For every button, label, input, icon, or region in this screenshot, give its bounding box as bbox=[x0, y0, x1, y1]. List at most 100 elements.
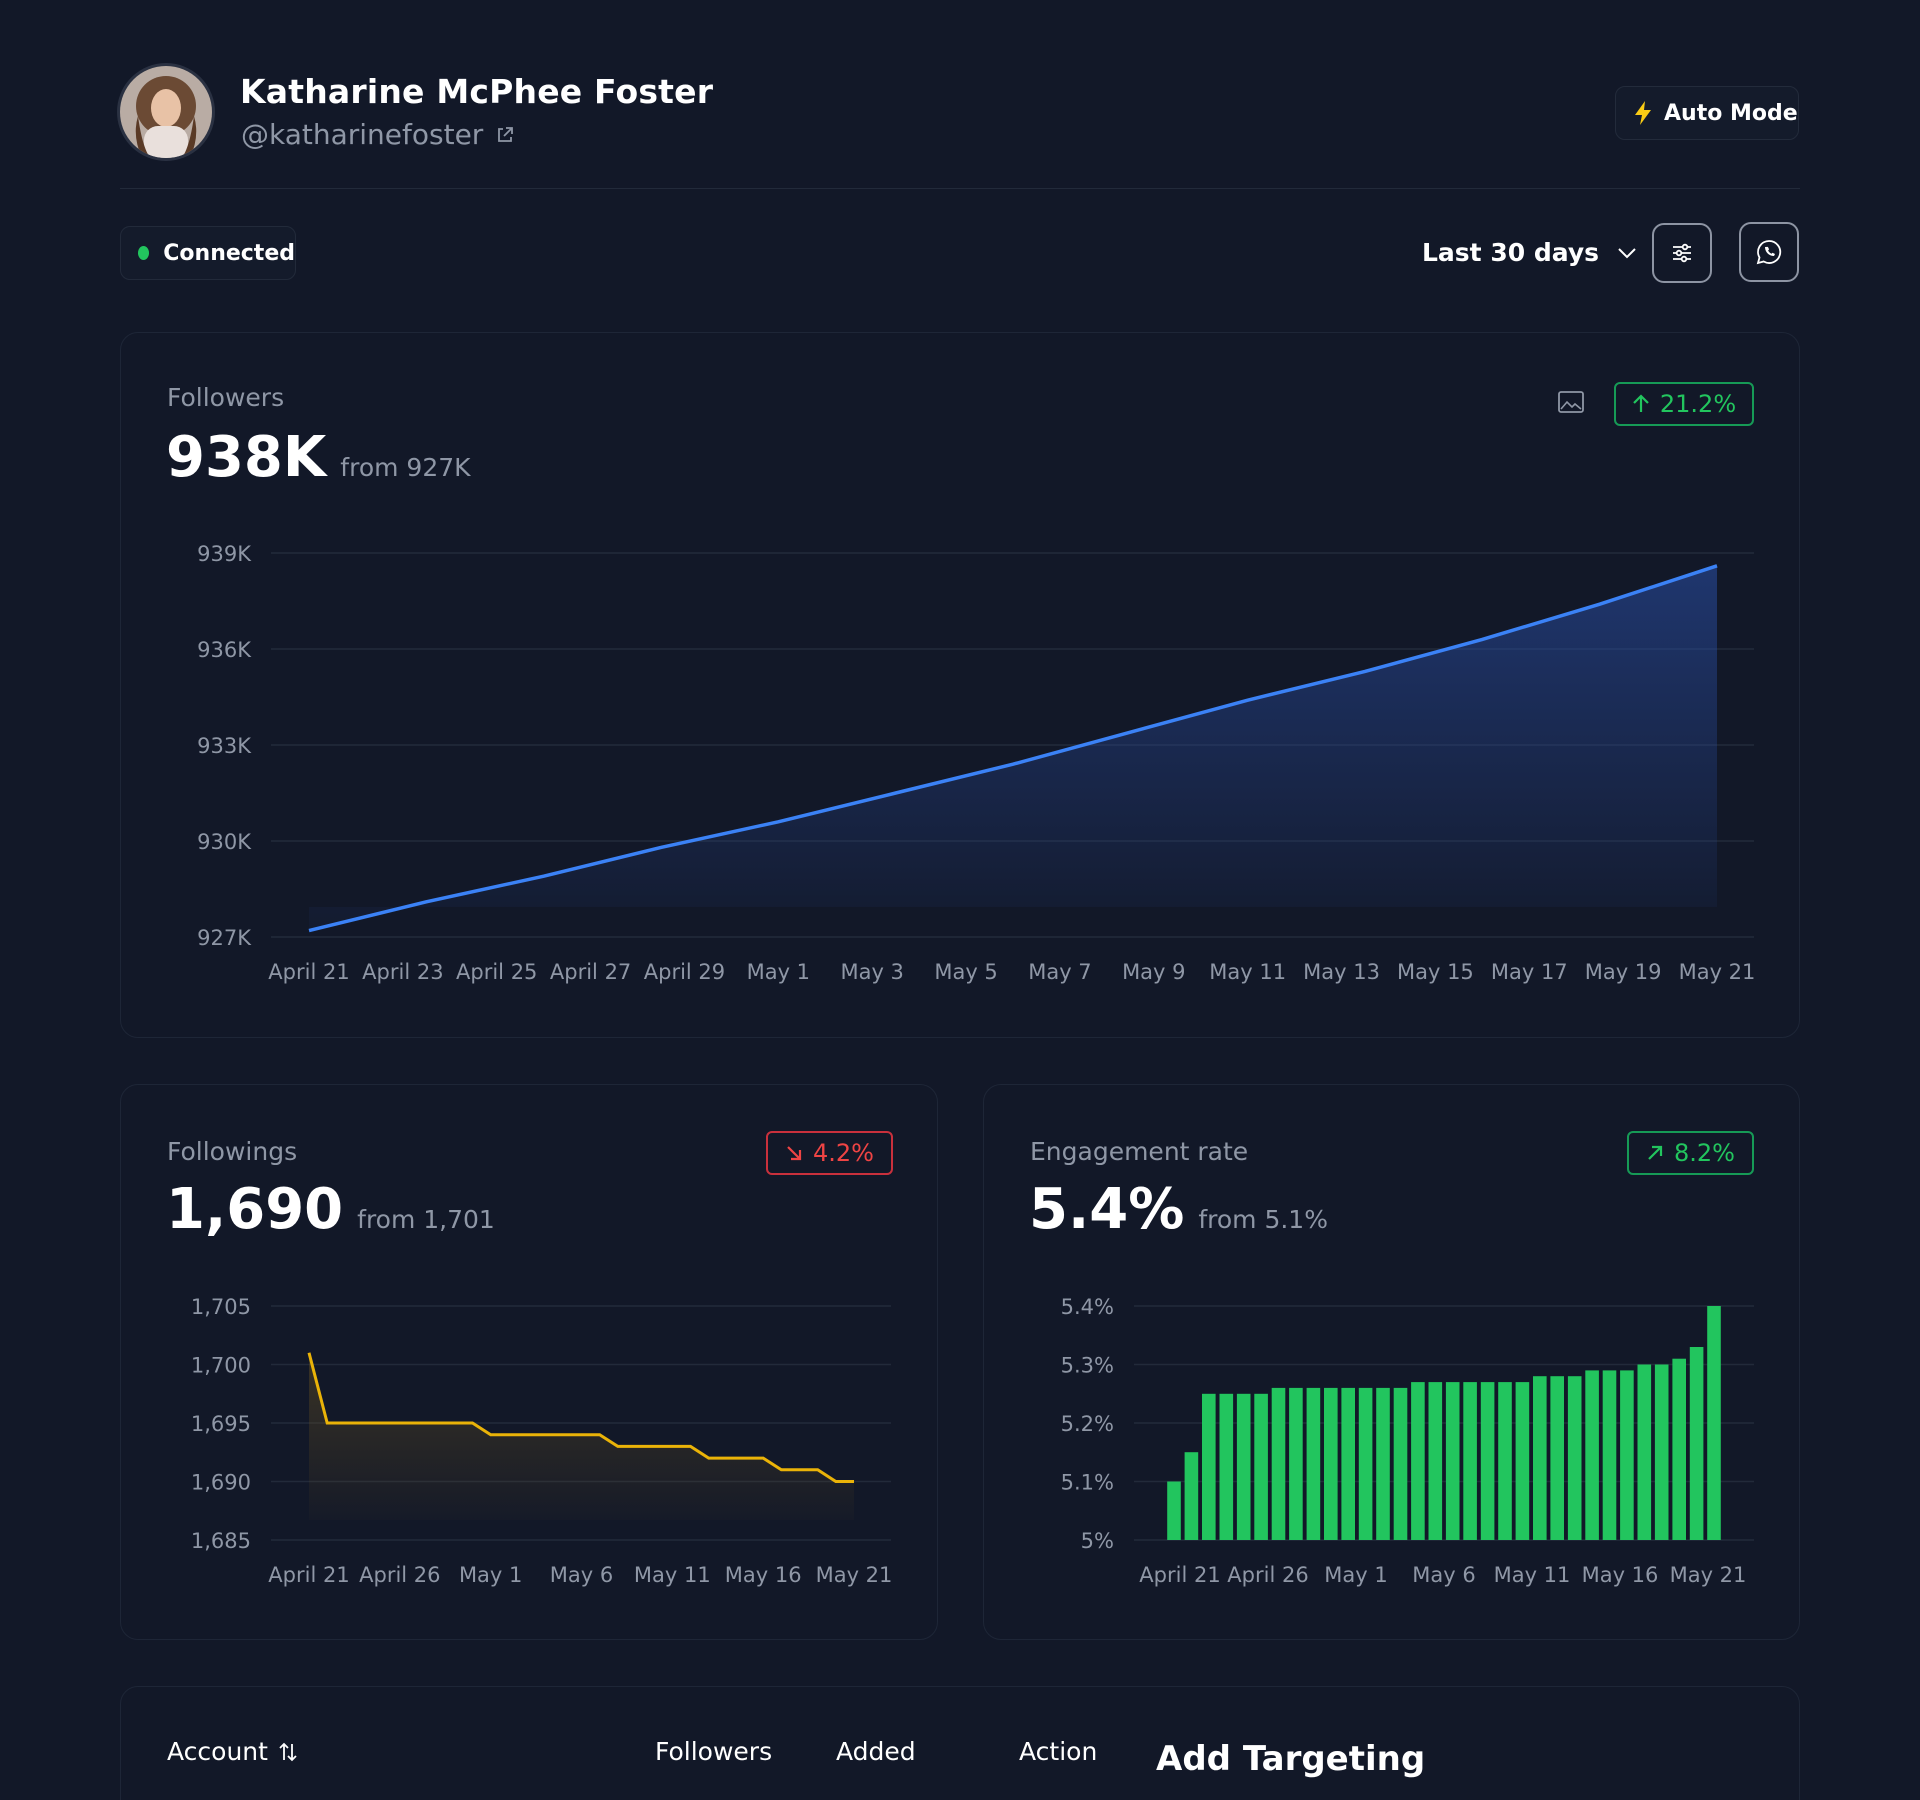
profile-handle[interactable]: @katharinefoster bbox=[241, 118, 514, 151]
column-action[interactable]: Action bbox=[1019, 1737, 1098, 1766]
followers-chart: 939K 936K 933K 930K 927K April 21 April 23 Apri… bbox=[197, 542, 1756, 984]
engagement-bar bbox=[1550, 1376, 1564, 1540]
column-followers[interactable]: Followers bbox=[655, 1737, 773, 1766]
followers-change-value: 21.2% bbox=[1659, 390, 1737, 418]
followers-card: Followers 938K from 927K 21.2% 939K 936K 9… bbox=[120, 332, 1800, 1038]
column-account[interactable]: Account bbox=[167, 1737, 298, 1766]
engagement-bar bbox=[1637, 1364, 1652, 1540]
x-tick-label: April 21 bbox=[268, 960, 349, 984]
x-tick-label: May 13 bbox=[1303, 960, 1380, 984]
followings-change-badge: 4.2% bbox=[766, 1131, 893, 1175]
followings-label: Followings bbox=[167, 1137, 298, 1166]
y-tick-label: 930K bbox=[197, 830, 252, 854]
engagement-bar bbox=[1184, 1452, 1199, 1540]
x-tick-label: May 21 bbox=[1679, 960, 1756, 984]
x-tick-label: April 26 bbox=[359, 1563, 440, 1587]
y-tick-label: 5.1% bbox=[1061, 1471, 1114, 1495]
x-tick-label: May 19 bbox=[1585, 960, 1662, 984]
x-tick-label: May 6 bbox=[1412, 1563, 1475, 1587]
x-tick-label: April 26 bbox=[1227, 1563, 1308, 1587]
engagement-bar bbox=[1654, 1364, 1669, 1540]
whatsapp-button[interactable] bbox=[1739, 222, 1799, 282]
x-tick-label: May 3 bbox=[840, 960, 903, 984]
date-range-select[interactable]: Last 30 days bbox=[1422, 238, 1637, 267]
x-tick-label: May 1 bbox=[1324, 1563, 1387, 1587]
engagement-bar bbox=[1236, 1393, 1251, 1540]
x-tick-label: April 29 bbox=[644, 960, 725, 984]
sliders-icon bbox=[1673, 243, 1691, 263]
y-tick-label: 1,695 bbox=[191, 1412, 251, 1436]
external-link-icon[interactable] bbox=[489, 125, 514, 150]
avatar bbox=[117, 63, 215, 161]
profile-name: Katharine McPhee Foster bbox=[240, 72, 714, 111]
y-tick-label: 1,690 bbox=[191, 1471, 251, 1495]
engagement-bar bbox=[1428, 1382, 1443, 1540]
y-tick-label: 939K bbox=[197, 542, 252, 566]
bolt-icon bbox=[1635, 101, 1651, 125]
engagement-bar bbox=[1498, 1382, 1512, 1540]
x-tick-label: May 11 bbox=[634, 1563, 711, 1587]
header-divider bbox=[120, 188, 1800, 189]
engagement-bar bbox=[1393, 1387, 1408, 1540]
followings-area bbox=[309, 1352, 854, 1520]
engagement-bar bbox=[1411, 1382, 1425, 1540]
x-tick-label: May 11 bbox=[1209, 960, 1286, 984]
x-tick-label: May 7 bbox=[1028, 960, 1091, 984]
x-tick-label: May 16 bbox=[1582, 1563, 1659, 1587]
engagement-bar bbox=[1341, 1387, 1355, 1540]
arrow-down-right-icon bbox=[787, 1146, 802, 1161]
engagement-bar bbox=[1254, 1393, 1268, 1540]
engagement-bar bbox=[1672, 1358, 1686, 1540]
followings-stat: 1,690 from 1,701 bbox=[166, 1177, 495, 1242]
engagement-card: Engagement rate 5.4% from 5.1% 8.2% 5.4%… bbox=[983, 1084, 1800, 1640]
engagement-bar bbox=[1219, 1393, 1234, 1540]
engagement-bar bbox=[1289, 1387, 1303, 1540]
x-tick-label: May 17 bbox=[1491, 960, 1568, 984]
followings-chart: 1,705 1,700 1,695 1,690 1,685 April 21 April 2… bbox=[191, 1295, 893, 1587]
x-tick-label: May 1 bbox=[459, 1563, 522, 1587]
x-tick-label: April 27 bbox=[550, 960, 631, 984]
engagement-bar bbox=[1480, 1382, 1495, 1540]
y-tick-label: 5% bbox=[1081, 1529, 1114, 1553]
engagement-bar bbox=[1445, 1382, 1460, 1540]
engagement-change-badge: 8.2% bbox=[1627, 1131, 1754, 1175]
engagement-bar bbox=[1306, 1387, 1321, 1540]
engagement-chart: 5.4% 5.3% 5.2% 5.1% 5% April 21 April 26 May 1 M… bbox=[1061, 1295, 1754, 1587]
x-tick-label: April 23 bbox=[362, 960, 443, 984]
engagement-from: from 5.1% bbox=[1198, 1205, 1328, 1234]
x-tick-label: May 5 bbox=[934, 960, 997, 984]
engagement-bar bbox=[1533, 1376, 1547, 1540]
connection-status: Connected bbox=[120, 226, 296, 280]
column-added[interactable]: Added bbox=[836, 1737, 916, 1766]
engagement-bar bbox=[1585, 1370, 1599, 1540]
x-tick-label: May 21 bbox=[1670, 1563, 1747, 1587]
arrow-up-icon bbox=[1633, 394, 1649, 412]
auto-mode-button[interactable]: Auto Mode bbox=[1615, 86, 1799, 140]
whatsapp-icon bbox=[1756, 240, 1782, 265]
y-tick-label: 5.3% bbox=[1061, 1354, 1114, 1378]
followers-value: 938K bbox=[166, 425, 327, 490]
followers-line bbox=[308, 564, 1718, 933]
y-tick-label: 1,705 bbox=[191, 1295, 251, 1319]
image-icon[interactable] bbox=[1558, 391, 1584, 417]
auto-mode-label: Auto Mode bbox=[1664, 100, 1798, 126]
sort-arrows-icon[interactable] bbox=[278, 1741, 298, 1763]
settings-button[interactable] bbox=[1652, 223, 1712, 283]
followings-change-value: 4.2% bbox=[813, 1139, 874, 1167]
x-tick-label: May 11 bbox=[1494, 1563, 1571, 1587]
followings-line bbox=[307, 1352, 854, 1483]
followings-from: from 1,701 bbox=[357, 1205, 495, 1234]
engagement-bar bbox=[1463, 1382, 1477, 1540]
y-tick-label: 5.2% bbox=[1061, 1412, 1114, 1436]
x-tick-label: May 6 bbox=[550, 1563, 613, 1587]
handle-text[interactable]: @katharinefoster bbox=[241, 118, 484, 151]
engagement-bar bbox=[1376, 1387, 1390, 1540]
x-tick-label: April 21 bbox=[1139, 1563, 1220, 1587]
followers-label: Followers bbox=[167, 383, 285, 412]
engagement-bar bbox=[1707, 1306, 1721, 1540]
y-tick-label: 5.4% bbox=[1061, 1295, 1114, 1319]
engagement-bar bbox=[1567, 1376, 1582, 1540]
x-tick-label: May 21 bbox=[816, 1563, 893, 1587]
date-range-label: Last 30 days bbox=[1422, 238, 1600, 267]
column-account-label: Account bbox=[167, 1737, 268, 1766]
